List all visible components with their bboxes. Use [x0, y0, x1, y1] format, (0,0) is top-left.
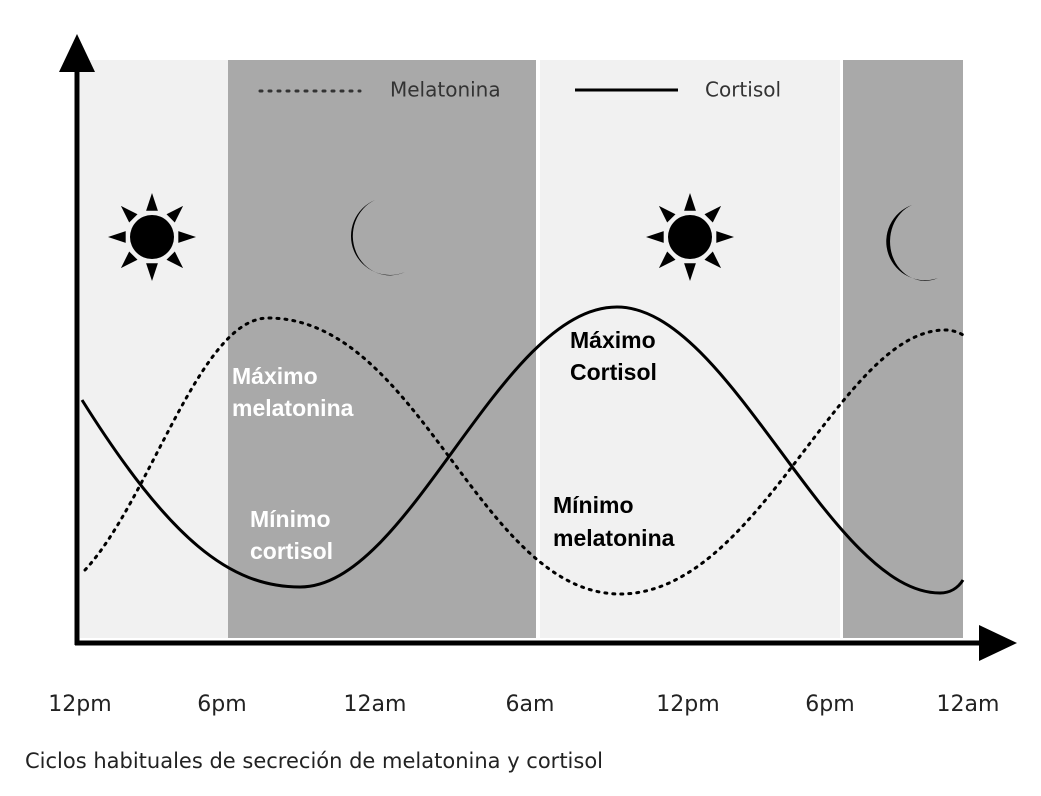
arrow: [59, 34, 95, 72]
annotation: melatonina: [553, 525, 675, 551]
x-label: 6am: [506, 692, 555, 717]
sun-ray: [658, 205, 676, 223]
sun-ray: [704, 251, 722, 269]
x-label: 12am: [937, 692, 1000, 717]
sun-ray: [146, 263, 158, 281]
sun-ray: [658, 251, 676, 269]
annotation: Cortisol: [570, 359, 657, 385]
sun-ray: [704, 205, 722, 223]
legend-label: Cortisol: [705, 78, 781, 102]
sun-ray: [684, 263, 696, 281]
annotation: Máximo: [570, 327, 656, 353]
annotation: Mínimo: [250, 506, 331, 532]
day-band: [80, 60, 228, 638]
sun: [668, 215, 712, 259]
arrow: [979, 625, 1017, 661]
annotation: melatonina: [232, 395, 354, 421]
x-label: 12pm: [656, 692, 719, 717]
annotation: Mínimo: [553, 492, 634, 518]
annotation: cortisol: [250, 538, 333, 564]
sun: [130, 215, 174, 259]
cortisol-curve: [80, 305, 965, 595]
sun-ray: [646, 231, 664, 243]
sun-ray: [178, 231, 196, 243]
sun-ray: [166, 205, 184, 223]
sun-ray: [684, 193, 696, 211]
sun-ray: [146, 193, 158, 211]
sun-ray: [108, 231, 126, 243]
sun-ray: [716, 231, 734, 243]
day-band: [540, 60, 840, 638]
x-label: 12am: [344, 692, 407, 717]
sun-ray: [120, 251, 138, 269]
sun-ray: [120, 205, 138, 223]
annotation: Máximo: [232, 363, 318, 389]
legend-label: Melatonina: [390, 78, 501, 102]
sun-ray: [166, 251, 184, 269]
melatonin-curve: [83, 316, 965, 596]
night-band: [843, 60, 963, 638]
x-label: 12pm: [48, 692, 111, 717]
x-label: 6pm: [197, 692, 246, 717]
x-label: 6pm: [805, 692, 854, 717]
caption: Ciclos habituales de secreción de melato…: [25, 749, 603, 773]
